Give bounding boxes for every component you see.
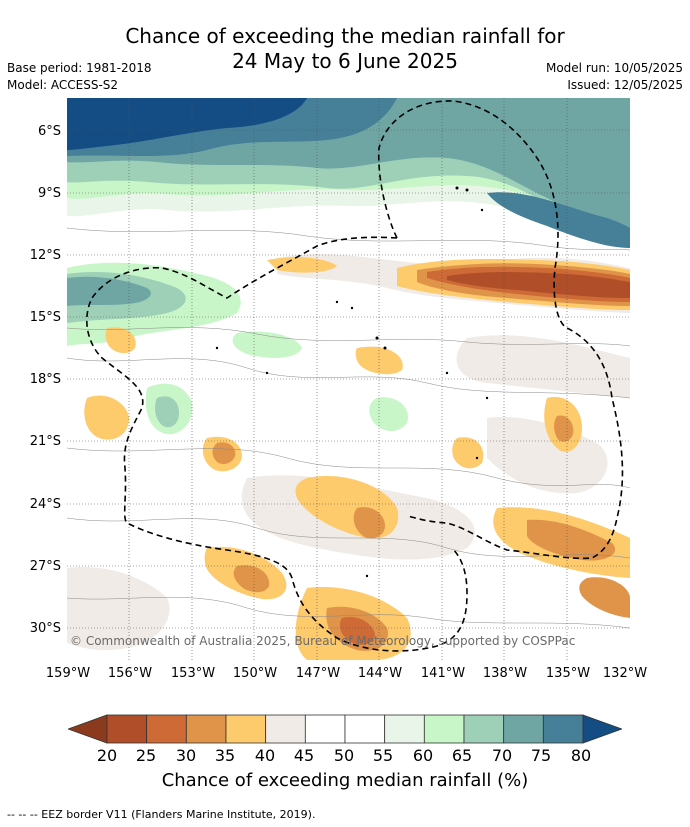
lon-label-138w: 138°W xyxy=(482,666,528,681)
lat-label-30s: 30°S xyxy=(29,621,61,636)
colorbar-swatches xyxy=(66,714,624,744)
colorbar-tick: 35 xyxy=(214,746,236,765)
base-period: Base period: 1981-2018 xyxy=(7,61,152,75)
colorbar-swatch xyxy=(384,714,425,744)
colorbar-tick: 80 xyxy=(570,746,592,765)
colorbar-tick: 30 xyxy=(175,746,197,765)
issued-date: Issued: 12/05/2025 xyxy=(567,78,683,92)
model-name: Model: ACCESS-S2 xyxy=(7,78,119,92)
colorbar-swatch xyxy=(542,714,584,744)
colorbar-low-extend xyxy=(66,714,108,744)
colorbar-tick: 25 xyxy=(135,746,157,765)
colorbar-swatch xyxy=(146,714,187,744)
colorbar-tick: 50 xyxy=(333,746,355,765)
lat-label-9s: 9°S xyxy=(37,186,61,201)
colorbar-swatch xyxy=(304,714,346,744)
copyright-notice: © Commonwealth of Australia 2025, Bureau… xyxy=(70,634,576,648)
colorbar-high-extend xyxy=(582,714,624,744)
colorbar-tick: 60 xyxy=(412,746,434,765)
colorbar xyxy=(66,714,624,744)
lat-label-24s: 24°S xyxy=(29,497,61,512)
lon-label-153w: 153°W xyxy=(170,666,216,681)
colorbar-swatch xyxy=(503,714,544,744)
eez-footnote: -- -- -- EEZ border V11 (Flanders Marine… xyxy=(7,808,316,821)
lon-label-144w: 144°W xyxy=(357,666,403,681)
model-run: Model run: 10/05/2025 xyxy=(545,61,683,75)
colorbar-tick: 75 xyxy=(530,746,552,765)
lon-label-156w: 156°W xyxy=(107,666,153,681)
meta-right: Model run: 10/05/2025 Issued: 12/05/2025 xyxy=(546,60,683,94)
colorbar-swatch xyxy=(225,714,267,744)
colorbar-label: Chance of exceeding median rainfall (%) xyxy=(161,770,529,791)
colorbar-tick: 20 xyxy=(96,746,118,765)
colorbar-swatch xyxy=(344,714,386,744)
lat-label-6s: 6°S xyxy=(37,124,61,139)
lat-label-18s: 18°S xyxy=(29,372,61,387)
colorbar-swatch xyxy=(265,714,306,744)
colorbar-tick: 55 xyxy=(372,746,394,765)
colorbar-swatch xyxy=(463,714,505,744)
lon-label-150w: 150°W xyxy=(232,666,278,681)
rainfall-map xyxy=(67,98,630,660)
lon-label-141w: 141°W xyxy=(420,666,466,681)
lat-label-12s: 12°S xyxy=(29,248,61,263)
colorbar-swatch xyxy=(423,714,465,744)
lon-label-135w: 135°W xyxy=(545,666,591,681)
lon-label-159w: 159°W xyxy=(45,666,91,681)
colorbar-tick: 45 xyxy=(293,746,315,765)
colorbar-tick: 70 xyxy=(491,746,513,765)
lat-label-21s: 21°S xyxy=(29,434,61,449)
colorbar-swatch xyxy=(185,714,227,744)
title-line-1: Chance of exceeding the median rainfall … xyxy=(125,24,565,48)
lat-label-27s: 27°S xyxy=(29,559,61,574)
meta-left: Base period: 1981-2018 Model: ACCESS-S2 xyxy=(7,60,152,94)
lon-label-147w: 147°W xyxy=(295,666,341,681)
colorbar-swatch xyxy=(106,714,148,744)
title-line-2: 24 May to 6 June 2025 xyxy=(232,49,458,73)
colorbar-tick: 40 xyxy=(254,746,276,765)
lon-label-132w: 132°W xyxy=(602,666,648,681)
map-canvas xyxy=(67,98,630,660)
colorbar-tick: 65 xyxy=(451,746,473,765)
map-title: Chance of exceeding the median rainfall … xyxy=(0,24,690,74)
lat-label-15s: 15°S xyxy=(29,310,61,325)
